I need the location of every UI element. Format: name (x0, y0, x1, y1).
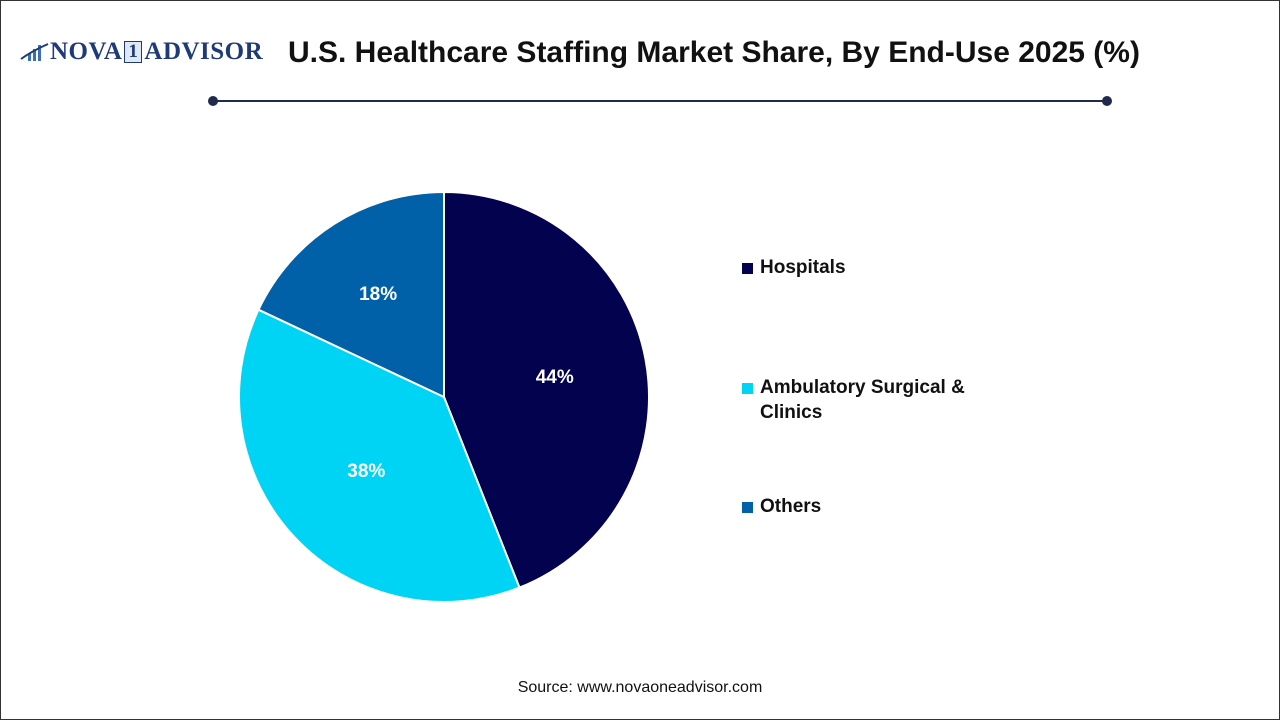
pie-slice-ambulatory-surgical-clinics (238, 308, 521, 603)
legend-label: Hospitals (760, 257, 846, 278)
logo-text-nova: NOVA (50, 38, 123, 65)
data-label: 38% (347, 461, 385, 482)
logo-text-one: 1 (124, 41, 143, 63)
divider-dot-right (1102, 96, 1112, 106)
legend-item-ambulatory: Ambulatory Surgical & Clinics (742, 375, 965, 425)
bar-chart-logo-icon (20, 43, 49, 61)
title-divider (213, 100, 1107, 102)
chart-title: U.S. Healthcare Staffing Market Share, B… (288, 36, 1140, 69)
legend-item-others: Others (742, 494, 821, 519)
logo-text-advisor: ADVISOR (144, 38, 264, 65)
logo: NOVA 1 ADVISOR (20, 38, 263, 66)
legend-swatch (742, 383, 753, 394)
legend-label: Ambulatory Surgical & Clinics (760, 377, 965, 423)
source-note: Source: www.novaoneadvisor.com (517, 679, 763, 696)
legend-swatch (742, 502, 753, 513)
data-label: 44% (536, 367, 574, 388)
legend-label: Others (760, 496, 822, 517)
legend-swatch (742, 263, 753, 274)
pie-slice-hospitals (443, 190, 650, 589)
divider-dot-left (208, 96, 218, 106)
pie-slice-others (257, 190, 445, 399)
legend-item-hospitals: Hospitals (742, 255, 846, 280)
data-label: 18% (359, 284, 397, 305)
